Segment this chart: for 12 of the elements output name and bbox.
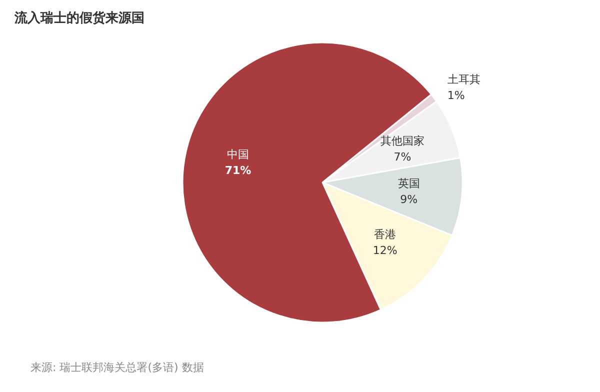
slice-label: 土耳其: [447, 73, 480, 86]
data-label: 12%: [372, 244, 398, 258]
source-note: 来源: 瑞士联邦海关总署(多语) 数据: [30, 361, 204, 374]
data-label: 7%: [394, 150, 412, 164]
data-label: 9%: [400, 193, 418, 206]
data-label: 1%: [447, 89, 465, 102]
slice-label: 英国: [398, 177, 420, 190]
slice-label: 其他国家: [380, 134, 425, 148]
slice-label: 中国: [226, 148, 249, 162]
chart-title: 流入瑞士的假货来源国: [14, 10, 144, 26]
data-label: 71%: [224, 164, 252, 178]
slice-label: 香港: [374, 228, 396, 242]
